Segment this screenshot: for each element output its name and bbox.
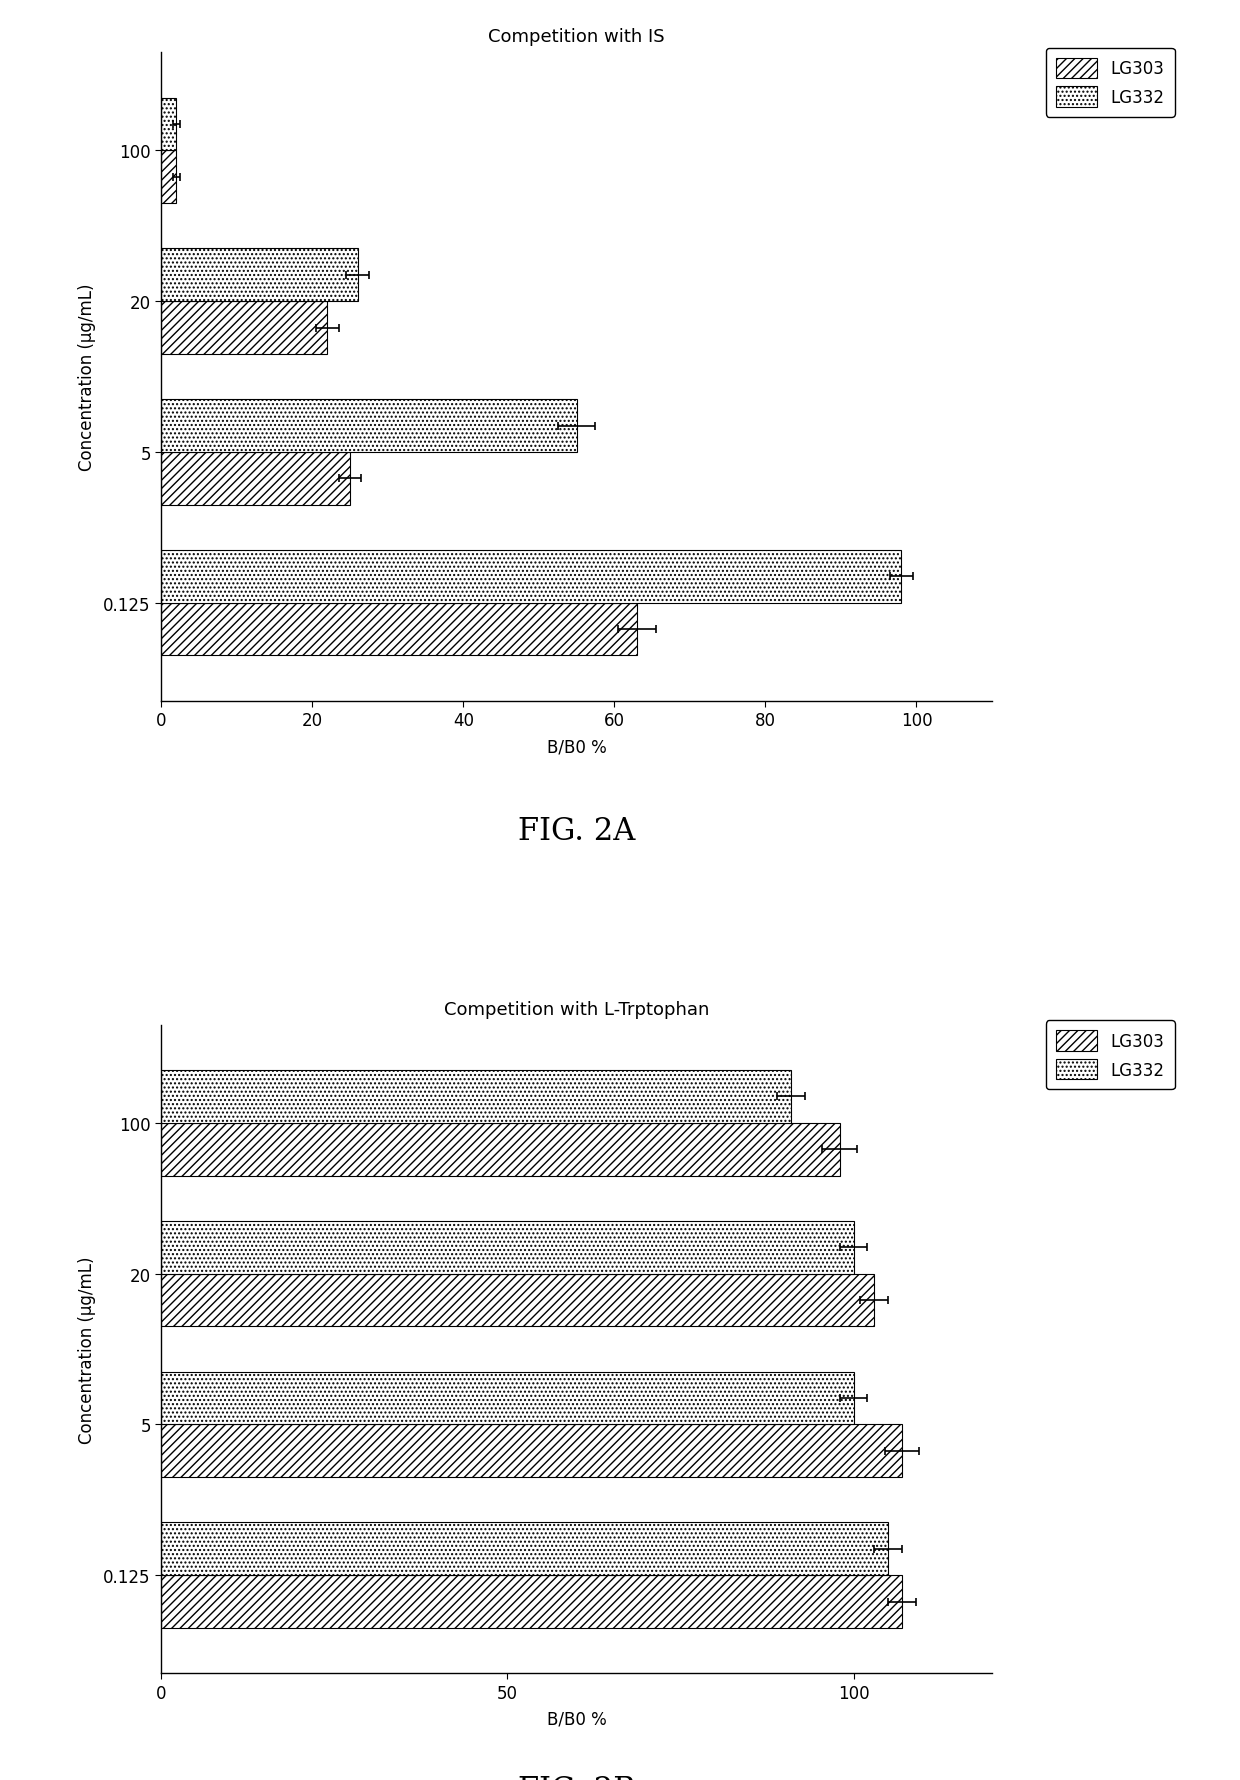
Legend: LG303, LG332: LG303, LG332: [1045, 48, 1174, 117]
Bar: [161, 1070, 791, 1123]
Y-axis label: Concentration (μg/mL): Concentration (μg/mL): [78, 1255, 97, 1444]
Bar: [161, 151, 176, 205]
Bar: [161, 550, 901, 603]
Legend: LG303, LG332: LG303, LG332: [1045, 1020, 1174, 1089]
Bar: [161, 1372, 853, 1424]
Bar: [161, 1575, 901, 1629]
Text: FIG. 2A: FIG. 2A: [518, 815, 635, 847]
Bar: [161, 452, 350, 506]
Title: Competition with L-Trptophan: Competition with L-Trptophan: [444, 1000, 709, 1018]
Bar: [161, 98, 176, 151]
Title: Competition with IS: Competition with IS: [489, 28, 665, 46]
Bar: [161, 1274, 874, 1326]
Bar: [161, 1221, 853, 1274]
X-axis label: B/B0 %: B/B0 %: [547, 739, 606, 756]
Y-axis label: Concentration (μg/mL): Concentration (μg/mL): [78, 283, 97, 472]
Bar: [161, 249, 357, 303]
Text: FIG. 2B: FIG. 2B: [518, 1775, 635, 1780]
Bar: [161, 1424, 901, 1477]
Bar: [161, 400, 577, 452]
Bar: [161, 603, 637, 657]
Bar: [161, 1123, 839, 1177]
Bar: [161, 1522, 888, 1575]
X-axis label: B/B0 %: B/B0 %: [547, 1711, 606, 1728]
Bar: [161, 303, 327, 354]
